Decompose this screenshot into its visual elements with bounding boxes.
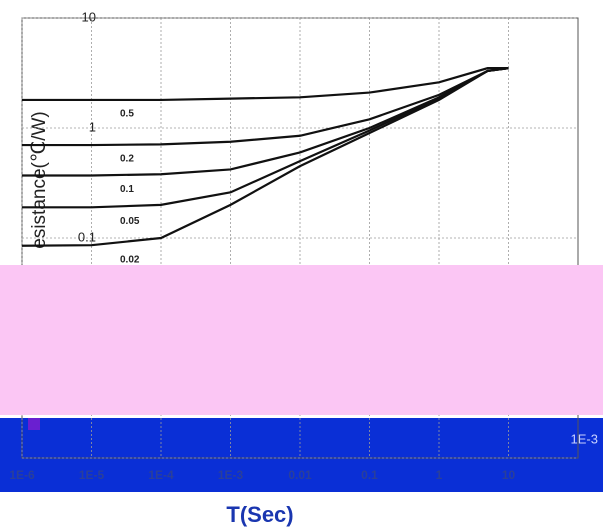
x-tick-label: 1E-6 (9, 468, 35, 482)
curve-label: 0.05 (120, 216, 140, 227)
y-axis-label: esistance(℃/W) (29, 111, 50, 248)
x-tick-label: 0.1 (361, 468, 378, 482)
x-tick-label: 0.01 (288, 468, 312, 482)
x-tick-label: 1 (436, 468, 443, 482)
curve (21, 67, 509, 247)
curve (22, 67, 509, 102)
glitch-block (28, 418, 40, 430)
curve-label: 0.1 (120, 184, 134, 195)
x-axis-label: T(Sec) (226, 502, 293, 527)
y-tick-label: 1E-3 (571, 431, 598, 446)
x-tick-label: 1E-5 (79, 468, 105, 482)
x-tick-label: 1E-3 (218, 468, 244, 482)
x-tick-label: 10 (502, 468, 516, 482)
curve-label: 0.2 (120, 154, 134, 165)
y-tick-label: 0.1 (78, 229, 96, 244)
x-tick-label: 1E-4 (148, 468, 174, 482)
glitch-band-pink (0, 265, 603, 415)
glitch-band-blue (0, 418, 603, 492)
curve-label: 0.02 (120, 254, 140, 265)
y-tick-label: 1 (89, 119, 96, 134)
y-tick-label: 10 (82, 9, 96, 24)
curve-label: 0.5 (120, 109, 134, 120)
